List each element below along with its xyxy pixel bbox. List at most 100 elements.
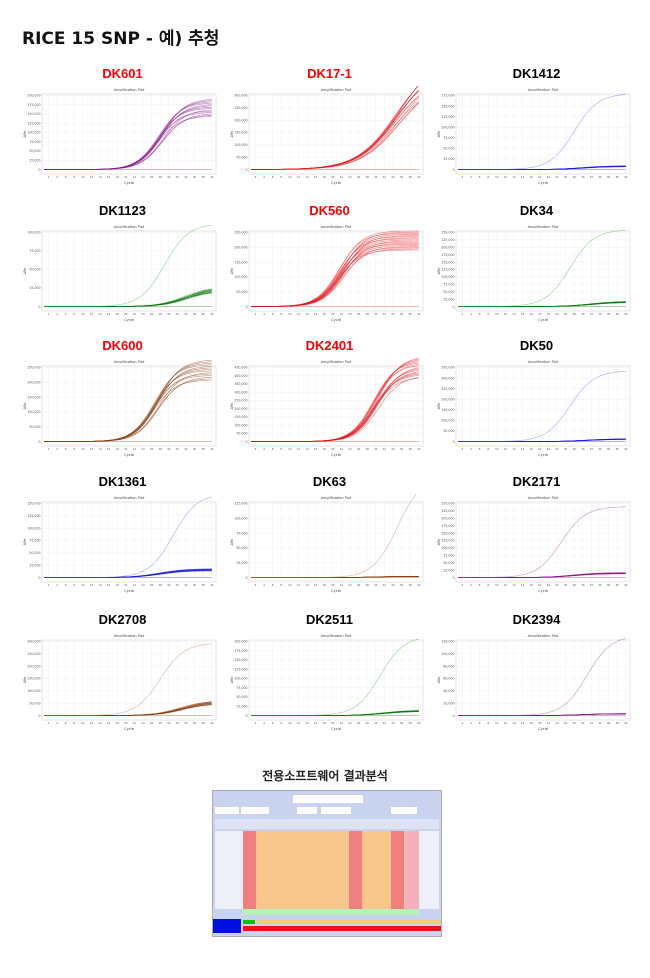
x-tick-label: 14 — [98, 175, 102, 179]
x-tick-label: 10 — [81, 175, 85, 179]
y-axis-label: ΔRn — [23, 677, 27, 684]
x-tick-label: 40 — [210, 721, 214, 725]
x-tick-label: 12 — [297, 312, 301, 316]
software-result-screenshot — [212, 790, 442, 937]
y-tick-label: 125,000 — [441, 115, 454, 119]
chart-dk600: DK600 Amplification Plot 0 50,000 100,000 150… — [20, 338, 225, 468]
y-tick-label: 75,000 — [443, 554, 454, 558]
y-tick-label: 0 — [38, 168, 40, 172]
x-tick-label: 6 — [479, 447, 481, 451]
x-tick-label: 28 — [158, 583, 162, 587]
plot-title: Amplification Plot — [528, 360, 559, 364]
x-tick-label: 28 — [365, 583, 369, 587]
x-tick-label: 40 — [624, 721, 628, 725]
amplification-plot: Amplification Plot 0 50,000 100,000 150,000 2… — [230, 86, 424, 185]
x-tick-label: 12 — [90, 312, 94, 316]
y-tick-label: 100,000 — [27, 410, 40, 414]
x-axis-label: Cycle — [331, 318, 342, 322]
x-tick-label: 6 — [479, 312, 481, 316]
y-tick-label: 100,000 — [234, 677, 247, 681]
x-tick-label: 16 — [107, 447, 111, 451]
x-tick-label: 8 — [73, 175, 75, 179]
x-tick-label: 26 — [150, 312, 154, 316]
x-tick-label: 16 — [521, 312, 525, 316]
x-tick-label: 14 — [98, 721, 102, 725]
x-tick-label: 18 — [116, 447, 120, 451]
x-tick-label: 30 — [581, 583, 585, 587]
chart-dk2394: DK2394 Amplification Plot 0 20,000 40,000 60,… — [434, 612, 639, 742]
x-tick-label: 36 — [400, 721, 404, 725]
x-tick-label: 40 — [417, 175, 421, 179]
y-tick-label: 250,000 — [441, 231, 454, 235]
x-tick-label: 10 — [288, 175, 292, 179]
x-tick-label: 10 — [288, 583, 292, 587]
x-tick-label: 4 — [470, 447, 472, 451]
x-tick-label: 10 — [495, 583, 499, 587]
y-tick-label: 200,000 — [234, 640, 247, 644]
x-tick-label: 38 — [201, 175, 205, 179]
amplification-curve — [458, 94, 626, 170]
plot-title: Amplification Plot — [528, 496, 559, 500]
y-tick-label: 25,000 — [29, 563, 40, 567]
amplification-curve — [251, 638, 419, 716]
y-tick-label: 100,000 — [27, 689, 40, 693]
x-tick-label: 36 — [607, 721, 611, 725]
x-tick-label: 4 — [56, 447, 58, 451]
x-tick-label: 4 — [470, 312, 472, 316]
y-axis-label: ΔRn — [23, 268, 27, 275]
chart-dk2401: DK2401 Amplification Plot 0 50,000 100,000 15… — [227, 338, 432, 468]
y-tick-label: 50,000 — [443, 429, 454, 433]
x-tick-label: 36 — [400, 583, 404, 587]
y-tick-label: 0 — [245, 440, 247, 444]
x-tick-label: 40 — [624, 175, 628, 179]
x-tick-label: 2 — [462, 721, 464, 725]
x-tick-label: 28 — [572, 721, 576, 725]
x-tick-label: 22 — [340, 721, 344, 725]
amplification-curve — [44, 643, 212, 716]
y-tick-label: 0 — [245, 714, 247, 718]
x-tick-label: 12 — [297, 447, 301, 451]
y-tick-label: 50,000 — [236, 290, 247, 294]
x-tick-label: 40 — [624, 583, 628, 587]
x-tick-label: 32 — [176, 583, 180, 587]
x-tick-label: 32 — [176, 175, 180, 179]
x-tick-label: 26 — [564, 312, 568, 316]
x-tick-label: 40 — [624, 312, 628, 316]
x-axis-label: Cycle — [124, 318, 135, 322]
x-tick-label: 36 — [400, 447, 404, 451]
x-tick-label: 20 — [331, 447, 335, 451]
x-tick-label: 20 — [331, 721, 335, 725]
y-tick-label: 300,000 — [27, 640, 40, 644]
x-tick-label: 20 — [124, 583, 128, 587]
amplification-plot: Amplification Plot 0 25,000 50,000 75,000 100… — [23, 224, 217, 322]
x-tick-label: 38 — [408, 583, 412, 587]
x-tick-label: 8 — [487, 583, 489, 587]
y-tick-label: 25,000 — [236, 561, 247, 565]
x-tick-label: 34 — [598, 312, 602, 316]
x-tick-label: 8 — [280, 447, 282, 451]
y-tick-label: 100,000 — [27, 231, 40, 235]
x-tick-label: 24 — [141, 583, 145, 587]
x-tick-label: 12 — [297, 175, 301, 179]
x-tick-label: 26 — [150, 175, 154, 179]
amplification-plot: Amplification Plot 0 50,000 100,000 150,000 2… — [23, 360, 217, 457]
x-tick-label: 34 — [184, 175, 188, 179]
x-tick-label: 14 — [305, 583, 309, 587]
x-tick-label: 2 — [255, 447, 257, 451]
y-tick-label: 150,000 — [234, 415, 247, 419]
x-axis-label: Cycle — [124, 181, 135, 185]
chart-title: DK2401 — [305, 338, 354, 353]
y-axis-label: ΔRn — [230, 677, 234, 684]
y-tick-label: 0 — [245, 305, 247, 309]
x-tick-label: 34 — [391, 721, 395, 725]
x-tick-label: 22 — [340, 447, 344, 451]
x-tick-label: 40 — [624, 447, 628, 451]
x-tick-label: 16 — [521, 175, 525, 179]
y-tick-label: 300,000 — [234, 94, 247, 98]
x-tick-label: 38 — [615, 447, 619, 451]
x-tick-label: 24 — [348, 447, 352, 451]
x-tick-label: 20 — [124, 721, 128, 725]
x-tick-label: 16 — [314, 721, 318, 725]
x-tick-label: 26 — [357, 312, 361, 316]
page-heading: RICE 15 SNP - 예) 추청 — [22, 29, 220, 49]
